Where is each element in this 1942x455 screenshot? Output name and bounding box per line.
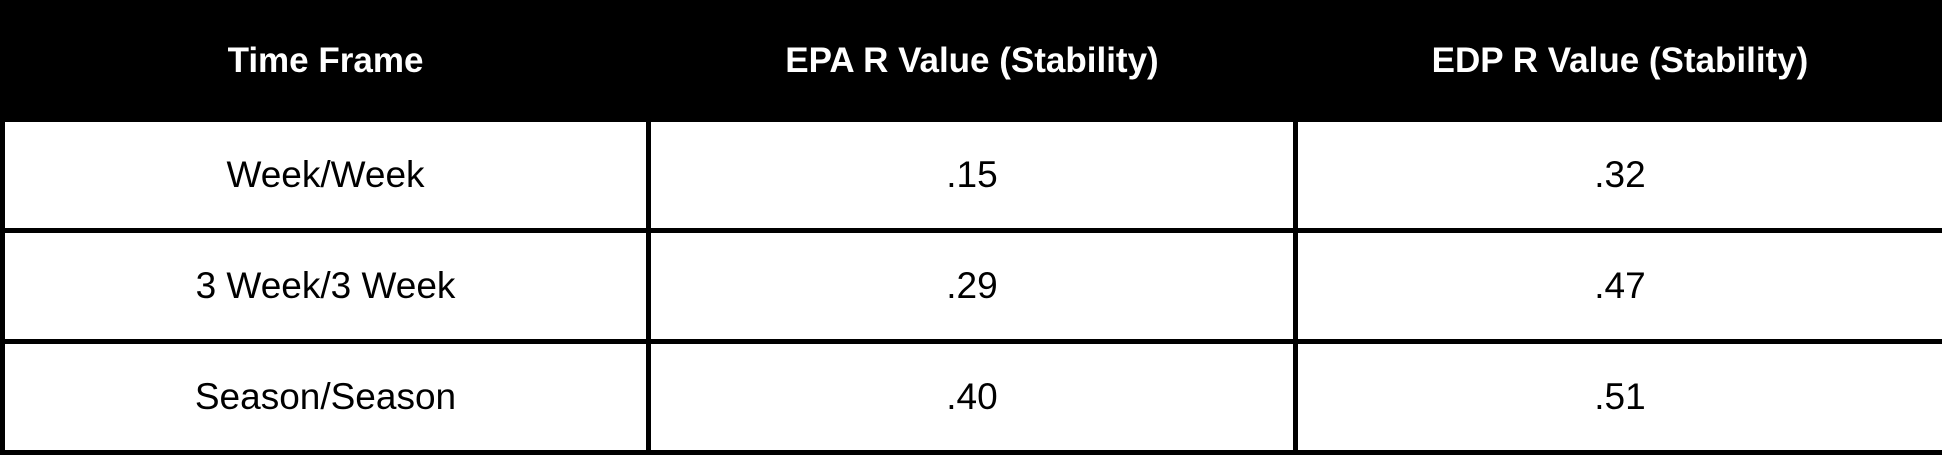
table-row: 3 Week/3 Week.29.47 bbox=[3, 231, 1942, 342]
table-cell: Week/Week bbox=[3, 120, 649, 231]
header-row: Time Frame EPA R Value (Stability) EDP R… bbox=[3, 3, 1942, 120]
header-cell: EPA R Value (Stability) bbox=[649, 3, 1296, 120]
table-cell: .51 bbox=[1296, 342, 1942, 453]
table-cell: .29 bbox=[649, 231, 1296, 342]
table-cell: 3 Week/3 Week bbox=[3, 231, 649, 342]
table-cell: .32 bbox=[1296, 120, 1942, 231]
table-row: Week/Week.15.32 bbox=[3, 120, 1942, 231]
table-cell: .47 bbox=[1296, 231, 1942, 342]
table-cell: .40 bbox=[649, 342, 1296, 453]
table-row: Season/Season.40.51 bbox=[3, 342, 1942, 453]
table-cell: .15 bbox=[649, 120, 1296, 231]
table-cell: Season/Season bbox=[3, 342, 649, 453]
header-cell: EDP R Value (Stability) bbox=[1296, 3, 1942, 120]
header-cell: Time Frame bbox=[3, 3, 649, 120]
